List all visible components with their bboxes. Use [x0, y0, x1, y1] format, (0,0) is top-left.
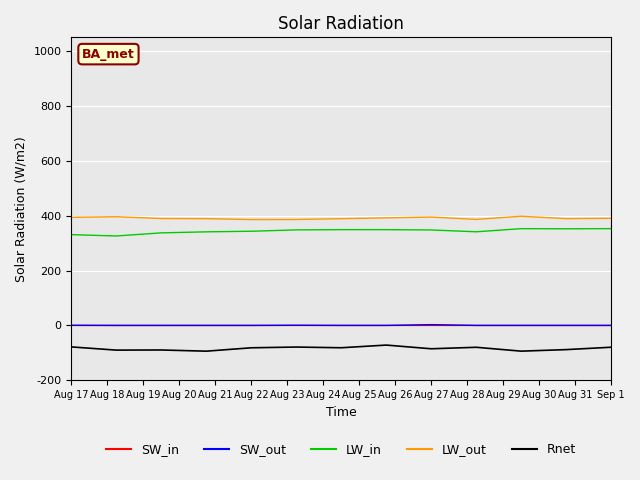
- Title: Solar Radiation: Solar Radiation: [278, 15, 404, 33]
- Line: Rnet: Rnet: [71, 180, 640, 355]
- Rnet: [67, 344, 75, 350]
- Line: SW_in: SW_in: [71, 66, 640, 325]
- X-axis label: Time: Time: [326, 406, 356, 419]
- Line: LW_out: LW_out: [71, 168, 640, 222]
- Text: BA_met: BA_met: [82, 48, 135, 60]
- Y-axis label: Solar Radiation (W/m2): Solar Radiation (W/m2): [15, 136, 28, 282]
- Line: LW_in: LW_in: [71, 211, 640, 243]
- LW_in: [67, 232, 75, 238]
- SW_out: [113, 323, 120, 328]
- LW_out: [67, 215, 75, 220]
- Line: SW_out: SW_out: [71, 268, 640, 325]
- SW_in: [67, 323, 75, 328]
- SW_out: [67, 323, 75, 328]
- Legend: SW_in, SW_out, LW_in, LW_out, Rnet: SW_in, SW_out, LW_in, LW_out, Rnet: [101, 438, 581, 461]
